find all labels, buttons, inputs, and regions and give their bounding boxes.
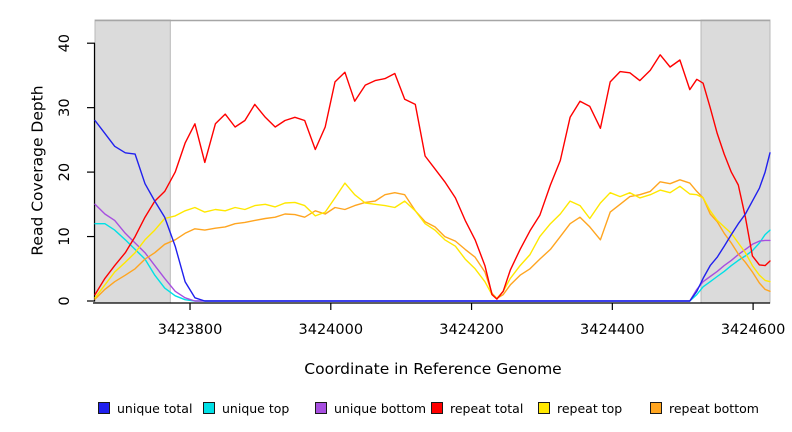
series-line-repeat-total [94, 54, 771, 300]
series-line-unique-total [94, 119, 771, 302]
x-tick-label: 3424200 [439, 322, 504, 338]
y-tick-label: 0 [57, 296, 73, 305]
x-axis-label: Coordinate in Reference Genome [304, 360, 562, 378]
series-line-unique-top [94, 222, 771, 302]
y-tick-label: 20 [57, 163, 73, 181]
series-line-repeat-top [94, 182, 771, 300]
y-axis-label: Read Coverage Depth [28, 85, 47, 256]
x-tick-label: 3424400 [580, 322, 645, 338]
series-line-repeat-bottom [94, 179, 771, 300]
x-tick-label: 3424000 [299, 322, 364, 338]
x-tick-label: 3424600 [721, 322, 786, 338]
y-tick-label: 40 [57, 34, 73, 52]
shaded-region-left [94, 19, 171, 304]
shaded-region-right [700, 19, 771, 304]
series-line-unique-bottom [94, 203, 771, 302]
x-tick-label: 3423800 [158, 322, 223, 338]
y-tick-label: 10 [57, 227, 73, 245]
y-tick-label: 30 [57, 98, 73, 116]
